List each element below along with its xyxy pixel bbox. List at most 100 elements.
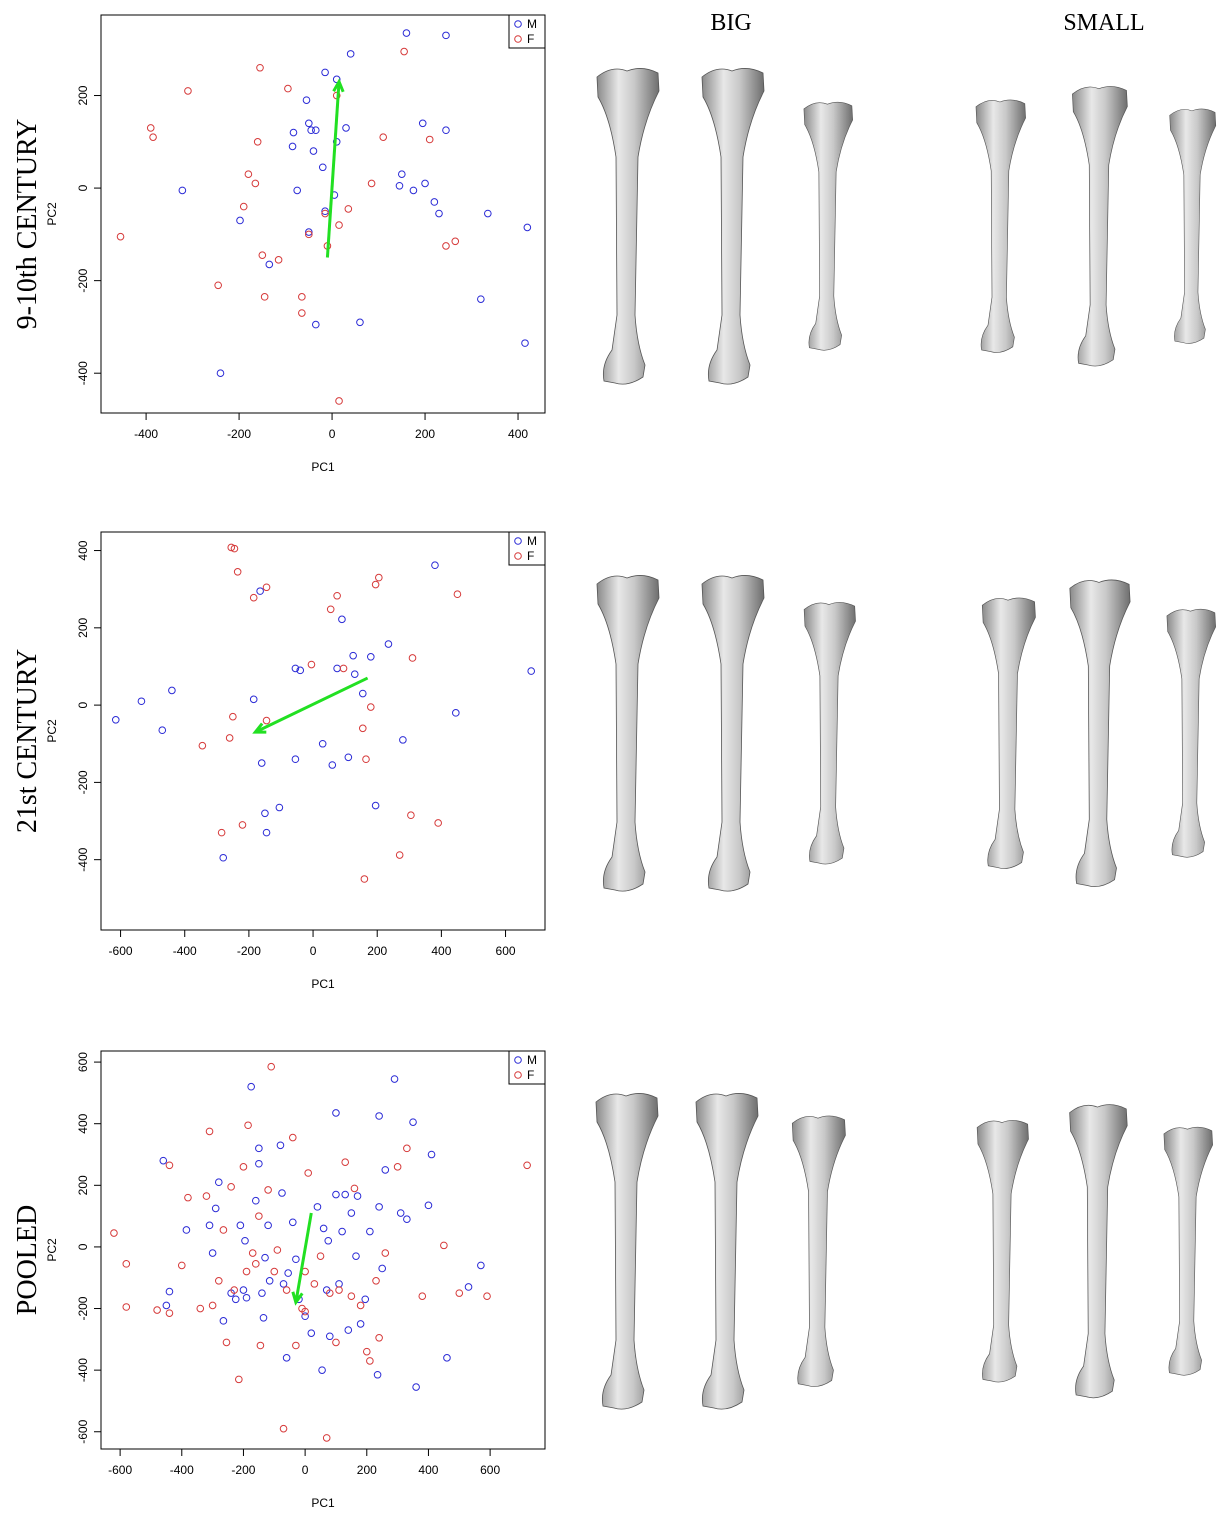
point [421, 179, 429, 188]
y-tick-label: 400 [76, 1113, 90, 1133]
point [319, 1224, 328, 1233]
point [353, 1192, 362, 1200]
x-tick-label: -400 [173, 944, 197, 958]
point [279, 1280, 288, 1288]
point [407, 811, 415, 820]
point [523, 1161, 531, 1170]
point [296, 666, 305, 675]
point [231, 1295, 240, 1304]
point [165, 1309, 174, 1317]
point [298, 309, 306, 317]
point [292, 1341, 300, 1350]
point [346, 50, 355, 58]
point [302, 96, 311, 104]
point [253, 138, 262, 146]
point [257, 759, 266, 767]
legend-label: M [527, 1053, 537, 1067]
point [395, 851, 404, 859]
point [122, 1303, 131, 1311]
legend-box [508, 14, 546, 49]
point [262, 583, 271, 592]
point [356, 1320, 365, 1328]
x-tick-label: -400 [134, 427, 158, 441]
point [239, 1286, 248, 1294]
point [321, 209, 329, 218]
point [367, 179, 376, 188]
point [434, 819, 442, 827]
point [409, 1118, 417, 1126]
point [239, 1163, 248, 1171]
point [304, 1169, 313, 1177]
legend-label: F [527, 1068, 534, 1082]
point [217, 828, 226, 837]
point [381, 1166, 390, 1174]
point [403, 1215, 411, 1223]
point [168, 686, 176, 695]
point [291, 755, 300, 764]
point [249, 593, 258, 602]
point [311, 320, 320, 329]
point [178, 186, 187, 195]
plot-frame [100, 1050, 546, 1450]
point [301, 1307, 309, 1316]
point [400, 47, 408, 56]
y-tick-label: 600 [76, 1052, 90, 1072]
point [366, 1357, 374, 1365]
point [165, 1161, 174, 1170]
y-tick-label: -200 [76, 1296, 90, 1320]
point [367, 703, 375, 711]
point [318, 739, 327, 748]
point [366, 1227, 374, 1236]
point [399, 736, 407, 744]
x-tick-label: -600 [108, 1463, 132, 1477]
y-tick-label: -200 [76, 268, 90, 292]
point [251, 1196, 260, 1205]
point [137, 697, 146, 706]
point [229, 712, 237, 721]
point [442, 126, 450, 135]
point [333, 591, 341, 600]
points [111, 543, 536, 883]
point [244, 1121, 252, 1130]
point [259, 1313, 268, 1322]
point [373, 1370, 382, 1379]
point [208, 1249, 217, 1257]
point [211, 1204, 220, 1213]
point [255, 1212, 263, 1220]
point [361, 1295, 370, 1304]
point [328, 761, 337, 769]
point [402, 29, 411, 37]
point [230, 544, 239, 553]
point [196, 1304, 205, 1313]
row-label: 9-10th CENTURY [12, 119, 43, 330]
point [184, 87, 192, 95]
point [527, 667, 536, 675]
x-axis-label: PC1 [311, 1496, 335, 1510]
y-tick-label: 400 [76, 540, 90, 560]
point [214, 281, 222, 290]
y-axis-label: PC2 [45, 719, 59, 743]
plot-frame [100, 531, 546, 931]
point [251, 179, 260, 188]
x-tick-label: 200 [357, 1463, 377, 1477]
point [307, 1329, 316, 1337]
point [216, 369, 225, 378]
point [198, 741, 207, 750]
point [219, 1226, 228, 1234]
point [258, 1289, 266, 1297]
point [305, 228, 313, 236]
point [205, 1127, 214, 1136]
point [288, 1218, 297, 1227]
point [412, 1383, 420, 1391]
arrow-shaft [325, 81, 341, 258]
point [431, 561, 439, 570]
y-tick-label: -200 [76, 770, 90, 794]
point [442, 31, 450, 40]
point [233, 568, 242, 576]
legend-marker [514, 537, 522, 545]
x-tick-label: 400 [418, 1463, 438, 1477]
x-tick-label: 400 [431, 944, 451, 958]
point [523, 223, 532, 232]
